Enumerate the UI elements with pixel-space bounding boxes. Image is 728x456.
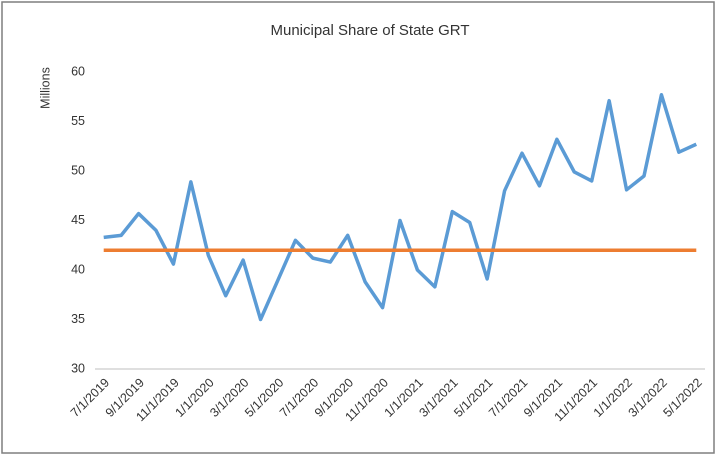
chart-title: Municipal Share of State GRT bbox=[271, 22, 470, 39]
y-tick-label: 40 bbox=[71, 262, 85, 276]
y-tick-label: 55 bbox=[71, 114, 85, 128]
data-line bbox=[103, 93, 698, 322]
y-axis-label: Millions bbox=[38, 67, 52, 109]
y-tick-label: 50 bbox=[71, 163, 85, 177]
y-tick-label: 30 bbox=[71, 361, 85, 375]
chart-frame bbox=[1, 1, 715, 454]
y-tick-label: 60 bbox=[71, 64, 85, 78]
y-tick-label: 35 bbox=[71, 312, 85, 326]
y-tick-label: 45 bbox=[71, 213, 85, 227]
